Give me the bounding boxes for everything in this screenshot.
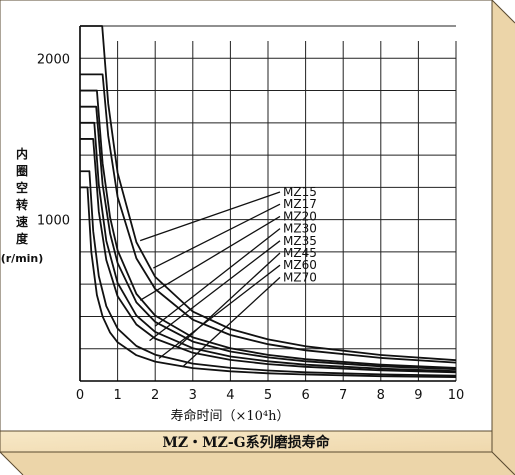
series-line-mz17 <box>80 73 457 364</box>
legend-label-mz60: MZ60 <box>283 258 317 272</box>
y-tick-label: 1000 <box>37 214 70 229</box>
leader-line-mz70 <box>182 276 281 367</box>
x-tick-label: 9 <box>414 388 422 403</box>
frame-edge-bottom-right <box>491 451 515 475</box>
legend-label-mz15: MZ15 <box>283 185 317 199</box>
series-line-mz70 <box>80 186 457 378</box>
leader-line-mz35 <box>149 240 281 342</box>
x-tick-label: 8 <box>377 388 385 403</box>
series-line-mz35 <box>80 121 457 373</box>
y-axis-title-char: 空 <box>16 180 28 195</box>
frame-edge-bottom-left <box>0 451 24 475</box>
leader-line-mz20 <box>139 215 281 301</box>
x-tick-label: 1 <box>113 388 121 403</box>
leader-line-mz60 <box>158 264 281 359</box>
x-tick-labels: 0 1 2 3 4 5 6 7 8 9 10 <box>76 388 464 403</box>
axes <box>79 26 456 382</box>
x-tick-label: 6 <box>301 388 309 403</box>
y-tick-label: 2000 <box>37 52 70 67</box>
series-line-mz45 <box>80 138 457 374</box>
legend-leaders <box>139 191 281 367</box>
legend-label-mz30: MZ30 <box>283 222 317 236</box>
x-tick-label: 7 <box>339 388 347 403</box>
y-axis-unit: (r/min) <box>1 252 44 265</box>
y-axis-title-char: 度 <box>16 231 29 246</box>
y-axis-title-char: 速 <box>16 214 28 229</box>
y-axis-title-char: 转 <box>16 197 28 212</box>
x-tick-label: 4 <box>226 388 234 403</box>
legend-label-mz35: MZ35 <box>283 234 317 248</box>
y-tick-labels: 1000 2000 <box>37 52 70 228</box>
chart-title: MZ・MZ-G系列磨损寿命 <box>162 434 330 451</box>
legend-label-mz45: MZ45 <box>283 246 317 260</box>
x-tick-label: 3 <box>189 388 197 403</box>
frame-edge-top-right <box>491 0 515 24</box>
y-axis-title-char: 圈 <box>16 163 28 178</box>
y-axis-title-char: 内 <box>16 146 28 161</box>
x-axis-title: 寿命时间（×10⁴h） <box>170 408 289 424</box>
series-line-mz60 <box>80 170 457 377</box>
series-line-mz15 <box>80 25 457 362</box>
series-lines <box>80 25 457 378</box>
series-line-mz20 <box>80 89 457 369</box>
series-line-mz30 <box>80 105 457 371</box>
leader-line-mz30 <box>154 228 281 327</box>
x-tick-label: 2 <box>151 388 159 403</box>
leader-line-mz15 <box>139 191 281 242</box>
legend-label-mz70: MZ70 <box>283 270 317 284</box>
x-tick-label: 0 <box>76 388 84 403</box>
leader-line-mz17 <box>153 203 281 269</box>
legend-label-mz20: MZ20 <box>283 209 317 223</box>
x-tick-label: 5 <box>264 388 272 403</box>
x-tick-label: 10 <box>448 388 465 403</box>
title-band <box>0 430 493 453</box>
legend-label-mz17: MZ17 <box>283 197 317 211</box>
